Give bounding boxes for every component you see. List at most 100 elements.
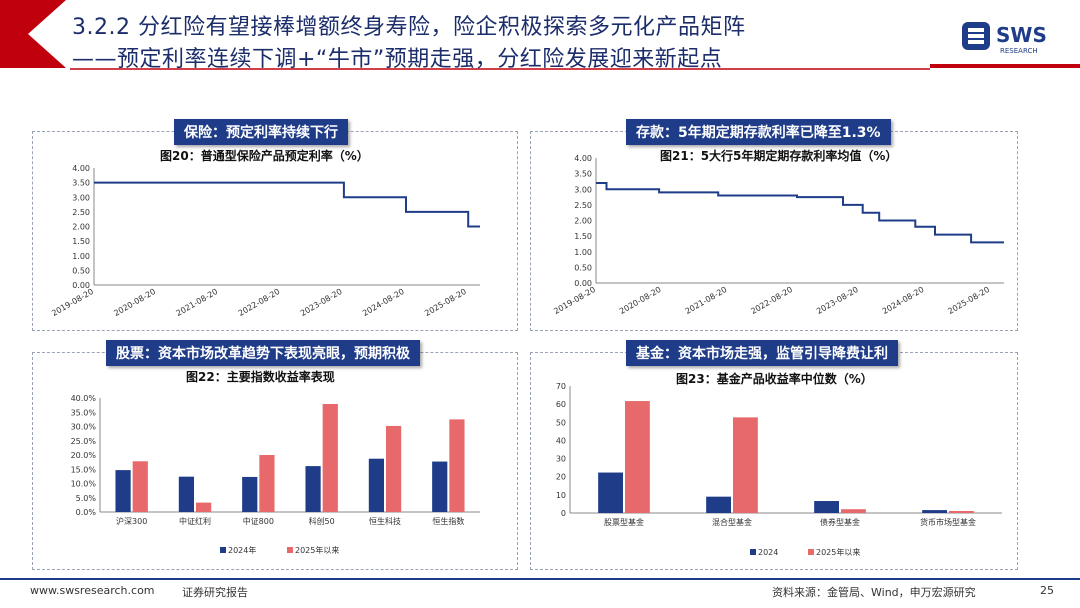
fig23-legend-swatch (750, 549, 756, 555)
fig22-bar-series2 (322, 403, 338, 512)
footer-divider (0, 578, 1080, 580)
fig21-y-tick-label: 0.00 (574, 279, 592, 288)
fig22-bar-series1 (115, 470, 131, 512)
fig20-y-tick-label: 2.00 (72, 223, 90, 232)
fig22-y-tick-label: 35.0% (71, 408, 97, 417)
fig21-x-tick-label: 2023-08-20 (815, 285, 860, 316)
fig20-x-tick-label: 2021-08-20 (175, 287, 220, 318)
fig22-y-tick-label: 30.0% (71, 423, 97, 432)
fig22-category-label: 沪深300 (116, 516, 147, 526)
fig21-x-tick-label: 2025-08-20 (946, 285, 991, 316)
fig21-x-tick-label: 2019-08-20 (552, 285, 597, 316)
fig23-bar-series2 (625, 401, 650, 513)
header-right-red-band (930, 64, 1080, 68)
fig21-y-tick-label: 0.50 (574, 263, 592, 272)
fig23-legend-label: 2025年以来 (816, 547, 860, 557)
fig22-legend-swatch (220, 547, 226, 553)
fig23-y-tick-label: 60 (556, 400, 566, 409)
fig20-x-tick-label: 2019-08-20 (50, 287, 95, 318)
fig23-category-label: 货币市场型基金 (920, 517, 976, 527)
page-title-line2: ——预定利率连续下调+“牛市”预期走强，分红险发展迎来新起点 (72, 47, 723, 72)
page-number: 25 (1040, 584, 1054, 597)
fig20-title: 图20：普通型保险产品预定利率（%） (160, 149, 369, 163)
fig23-bar-series2 (949, 511, 974, 513)
fig22-bar-series1 (305, 466, 321, 512)
fig23-y-tick-label: 0 (561, 509, 566, 518)
logo-subtext: RESEARCH (1000, 47, 1038, 55)
fig22-category-label: 恒生指数 (432, 516, 464, 526)
fig22-category-label: 恒生科技 (369, 516, 401, 526)
fig21-x-tick-label: 2022-08-20 (749, 285, 794, 316)
fig23-bar-series2 (841, 509, 866, 513)
fig22-bar-series1 (432, 461, 448, 512)
fig22-y-tick-label: 10.0% (71, 480, 97, 489)
fig23-y-tick-label: 30 (556, 455, 566, 464)
fig22-category-label: 中证红利 (179, 516, 211, 526)
fig23-y-tick-label: 50 (556, 418, 566, 427)
header-left-red-chevron (0, 0, 66, 68)
fig21-y-tick-label: 4.00 (574, 154, 592, 163)
fig23-y-tick-label: 20 (556, 473, 566, 482)
fig21-x-tick-label: 2020-08-20 (618, 285, 663, 316)
fig23-title: 图23：基金产品收益率中位数（%） (676, 372, 873, 386)
fig22-bar-series1 (178, 476, 194, 512)
fig22-bar-series1 (368, 458, 384, 512)
fig23-legend-swatch (808, 549, 814, 555)
footer-source: 资料来源：金管局、Wind，申万宏源研究 (772, 586, 976, 599)
fig22-y-tick-label: 20.0% (71, 451, 97, 460)
fig23-bar-series2 (733, 417, 758, 513)
badge-deposit: 存款：5年期定期存款利率已降至1.3% (626, 119, 891, 145)
fig20-y-tick-label: 4.00 (72, 164, 90, 173)
fig20-y-tick-label: 1.50 (72, 237, 90, 246)
badge-stock: 股票：资本市场改革趋势下表现亮眼，预期积极 (106, 340, 420, 366)
fig21-x-tick-label: 2024-08-20 (881, 285, 926, 316)
sws-logo: SWS RESEARCH (960, 18, 1060, 58)
fig22-bar-series2 (132, 461, 148, 512)
header-decoration (0, 0, 1080, 70)
footer-website[interactable]: www.swsresearch.com (30, 584, 155, 597)
badge-fund: 基金：资本市场走强，监管引导降费让利 (626, 340, 898, 366)
fig23-bar-series1 (706, 496, 731, 513)
fig20-chart: 0.00 0.50 1.00 1.50 2.00 2.50 3.00 3.50 4.00 2019… (50, 164, 480, 318)
footer-doc-type: 证券研究报告 (182, 586, 248, 599)
fig22-title: 图22：主要指数收益率表现 (186, 370, 335, 384)
header-bar: 3.2.2 分红险有望接棒增额终身寿险，险企积极探索多元化产品矩阵 ——预定利率… (0, 0, 1080, 72)
fig22-bar-series2 (386, 425, 402, 512)
fig22-bar-series2 (259, 455, 275, 512)
fig23-category-label: 混合型基金 (712, 517, 752, 527)
page-title-line1: 3.2.2 分红险有望接棒增额终身寿险，险企积极探索多元化产品矩阵 (72, 15, 746, 40)
fig22-category-label: 科创50 (309, 516, 335, 526)
fig20-y-tick-label: 0.50 (72, 266, 90, 275)
fig22-y-tick-label: 40.0% (71, 394, 97, 403)
logo-text: SWS (996, 23, 1047, 47)
fig20-series-line (94, 181, 480, 228)
fig20-x-tick-label: 2024-08-20 (361, 287, 406, 318)
fig22-legend-label: 2025年以来 (295, 545, 339, 555)
fig21-title: 图21：5大行5年期定期存款利率均值（%） (660, 149, 898, 163)
fig23-legend-label: 2024 (758, 548, 778, 557)
fig20-y-tick-label: 1.00 (72, 252, 90, 261)
fig20-x-tick-label: 2022-08-20 (237, 287, 282, 318)
fig21-y-tick-label: 1.00 (574, 248, 592, 257)
fig22-legend-label: 2024年 (228, 545, 256, 555)
fig20-x-tick-label: 2023-08-20 (299, 287, 344, 318)
fig23-bar-series1 (922, 510, 947, 513)
fig22-chart: 0.0% 5.0% 10.0% 15.0% 20.0% 25.0% 30.0% 35.0% 40… (71, 394, 480, 555)
fig20-y-tick-label: 0.00 (72, 281, 90, 290)
fig22-bar-series1 (242, 476, 258, 512)
fig22-y-tick-label: 25.0% (71, 437, 97, 446)
fig23-y-tick-label: 10 (556, 491, 566, 500)
fig20-y-tick-label: 3.50 (72, 179, 90, 188)
fig21-series-line (596, 182, 1004, 244)
fig23-chart: 0 10 20 30 40 50 60 70 股票型基金 混合型基金 债券型基金 货币市场型基金 202… (556, 382, 1002, 557)
fig22-bar-series2 (196, 502, 212, 512)
fig21-y-tick-label: 2.50 (574, 201, 592, 210)
fig21-y-tick-label: 3.50 (574, 170, 592, 179)
fig22-category-label: 中证800 (243, 516, 274, 526)
fig22-y-tick-label: 0.0% (76, 508, 97, 517)
fig22-bar-series2 (449, 419, 465, 512)
fig20-y-tick-label: 2.50 (72, 208, 90, 217)
fig23-category-label: 债券型基金 (820, 517, 860, 527)
fig21-y-tick-label: 3.00 (574, 185, 592, 194)
fig23-bar-series1 (814, 501, 839, 513)
